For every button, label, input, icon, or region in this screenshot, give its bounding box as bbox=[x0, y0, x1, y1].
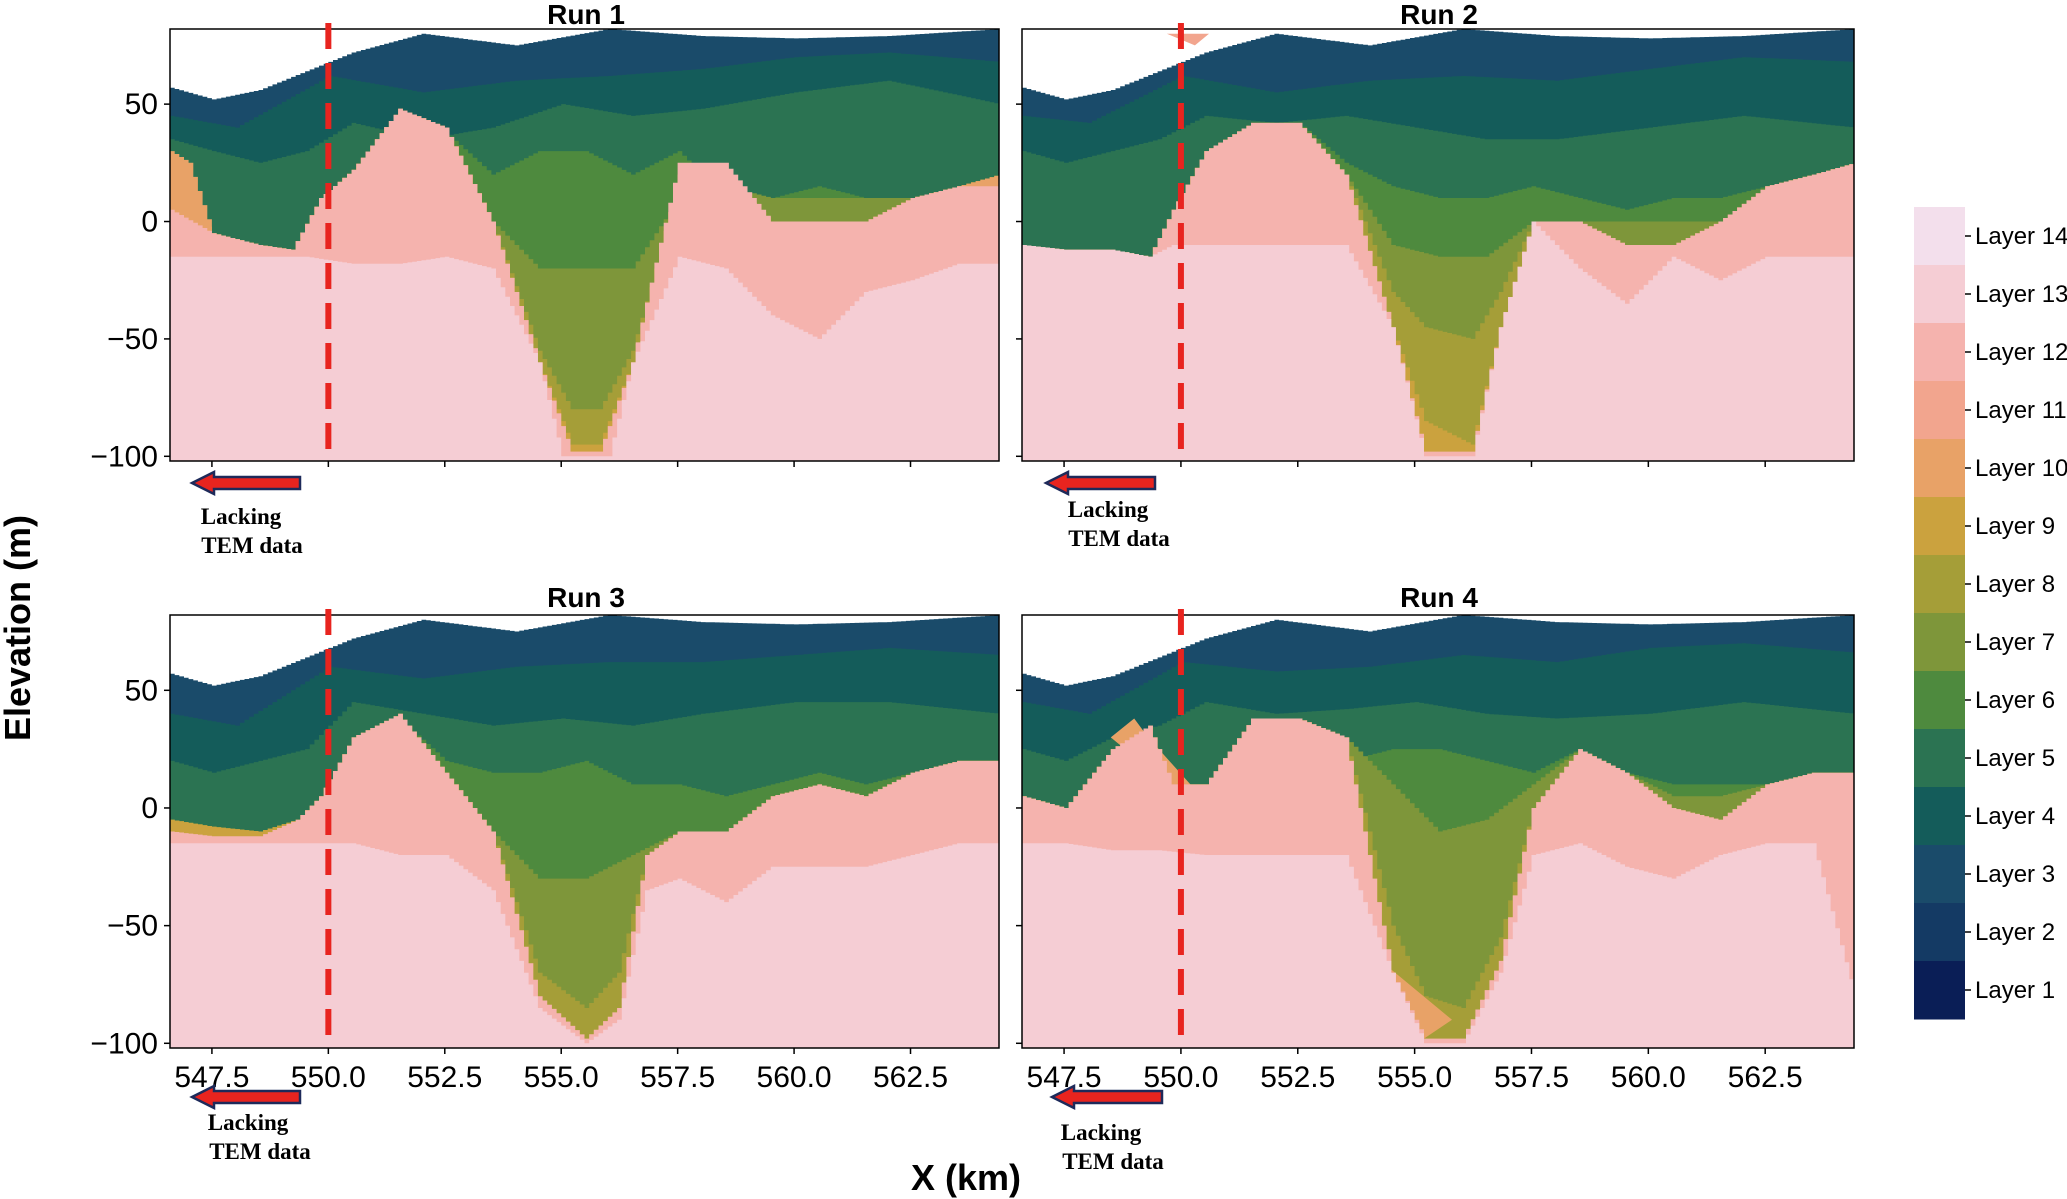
x-tick-label: 552.5 bbox=[407, 1061, 482, 1094]
y-tick-label: −50 bbox=[107, 910, 158, 943]
layer-fills bbox=[170, 615, 999, 1048]
y-tick-label: −100 bbox=[90, 440, 158, 473]
x-tick-label: 555.0 bbox=[1377, 1061, 1452, 1094]
tem-data-label-run-3: TEM data bbox=[209, 1139, 311, 1164]
colorbar-swatch bbox=[1914, 845, 1965, 904]
plot-area-run-4: 547.5 550.0 552.5 555.0 557.5 560.0 562.5 bbox=[1016, 609, 1855, 1111]
plot-area-run-2 bbox=[1016, 23, 1855, 497]
y-tick-label: 50 bbox=[125, 674, 158, 707]
layer-13-region bbox=[1022, 221, 1854, 461]
layer-13-region bbox=[1022, 843, 1854, 1048]
x-tick-label: 560.0 bbox=[757, 1061, 832, 1094]
colorbar-swatch bbox=[1914, 207, 1965, 266]
panel-run-1: Run 1 50 0 −50 −100 Lacking TEM data bbox=[90, 0, 1000, 558]
colorbar-label: Layer 5 bbox=[1975, 745, 2055, 772]
y-tick-label: 0 bbox=[141, 792, 158, 825]
left-arrow-icon bbox=[189, 1083, 302, 1111]
y-tick-label: −50 bbox=[107, 323, 158, 356]
colorbar-label: Layer 12 bbox=[1975, 339, 2067, 366]
x-tick-label: 557.5 bbox=[1494, 1061, 1569, 1094]
x-tick-label: 547.5 bbox=[1027, 1061, 1102, 1094]
colorbar-swatch bbox=[1914, 497, 1965, 556]
colorbar-swatch bbox=[1914, 381, 1965, 440]
tem-data-label-run-4: TEM data bbox=[1062, 1149, 1164, 1174]
plot-frame bbox=[169, 28, 1000, 462]
colorbar-swatch bbox=[1914, 961, 1965, 1020]
colorbar-label: Layer 8 bbox=[1975, 571, 2055, 598]
x-tick-label: 555.0 bbox=[524, 1061, 599, 1094]
y-tick-label: −100 bbox=[90, 1027, 158, 1060]
plot-frame bbox=[1021, 28, 1855, 462]
left-arrow-icon bbox=[1049, 1083, 1164, 1111]
panel-run-4: Run 4 547.5 550.0 552.5 555.0 557.5 560.0 562.… bbox=[1016, 582, 1855, 1174]
colorbar-label: Layer 13 bbox=[1975, 281, 2067, 308]
y-tick-label: 0 bbox=[141, 206, 158, 239]
colorbar-label: Layer 6 bbox=[1975, 687, 2055, 714]
colorbar-label: Layer 1 bbox=[1975, 977, 2055, 1004]
colorbar-swatch bbox=[1914, 613, 1965, 672]
x-tick-label: 560.0 bbox=[1611, 1061, 1686, 1094]
x-tick-label: 562.5 bbox=[873, 1061, 948, 1094]
colorbar-label: Layer 3 bbox=[1975, 861, 2055, 888]
panel-title-run-3: Run 3 bbox=[547, 582, 625, 613]
panel-title-run-4: Run 4 bbox=[1400, 582, 1478, 613]
lacking-label-run-2: Lacking bbox=[1068, 497, 1149, 522]
layer-fills bbox=[170, 29, 999, 461]
colorbar-label: Layer 14 bbox=[1975, 223, 2067, 250]
x-tick-label: 557.5 bbox=[640, 1061, 715, 1094]
y-axis-label: Elevation (m) bbox=[0, 515, 38, 741]
panel-run-2: Run 2 Lacking TEM data bbox=[1016, 0, 1855, 551]
colorbar-swatch bbox=[1914, 671, 1965, 730]
lacking-label-run-3: Lacking bbox=[208, 1110, 289, 1135]
tem-data-label-run-2: TEM data bbox=[1068, 526, 1170, 551]
x-tick-label: 562.5 bbox=[1728, 1061, 1803, 1094]
left-arrow-icon bbox=[1043, 469, 1157, 497]
left-arrow-icon bbox=[189, 469, 302, 497]
panel-title-run-2: Run 2 bbox=[1400, 0, 1478, 30]
panel-title-run-1: Run 1 bbox=[547, 0, 625, 30]
plot-area-run-1: 50 0 −50 −100 bbox=[90, 23, 1000, 497]
colorbar-swatch bbox=[1914, 323, 1965, 382]
layer-11-patch bbox=[1166, 33, 1209, 46]
colorbar-swatch bbox=[1914, 787, 1965, 846]
y-tick-label: 50 bbox=[125, 88, 158, 121]
colorbar: Layer 14 Layer 13 Layer 12 Layer 11 Layer 10… bbox=[1914, 207, 2067, 1020]
colorbar-swatch bbox=[1914, 903, 1965, 962]
colorbar-label: Layer 9 bbox=[1975, 513, 2055, 540]
colorbar-swatch bbox=[1914, 729, 1965, 788]
layer-fills bbox=[1022, 29, 1854, 461]
x-tick-label: 550.0 bbox=[291, 1061, 366, 1094]
layer-13-region bbox=[170, 843, 999, 1048]
tem-data-label-run-1: TEM data bbox=[201, 533, 303, 558]
colorbar-label: Layer 4 bbox=[1975, 803, 2055, 830]
colorbar-swatch bbox=[1914, 555, 1965, 614]
plot-frame bbox=[169, 614, 1000, 1049]
colorbar-label: Layer 7 bbox=[1975, 629, 2055, 656]
x-axis-label: X (km) bbox=[911, 1157, 1021, 1198]
layer-13-region bbox=[170, 256, 999, 461]
x-tick-label: 550.0 bbox=[1143, 1061, 1218, 1094]
lacking-label-run-1: Lacking bbox=[201, 504, 282, 529]
colorbar-swatch bbox=[1914, 439, 1965, 498]
colorbar-label: Layer 10 bbox=[1975, 455, 2067, 482]
layer-fills bbox=[1022, 615, 1854, 1048]
x-tick-label: 552.5 bbox=[1260, 1061, 1335, 1094]
colorbar-label: Layer 2 bbox=[1975, 919, 2055, 946]
plot-frame bbox=[1021, 614, 1855, 1049]
lacking-label-run-4: Lacking bbox=[1061, 1120, 1142, 1145]
colorbar-swatch bbox=[1914, 265, 1965, 324]
colorbar-label: Layer 11 bbox=[1975, 397, 2067, 424]
